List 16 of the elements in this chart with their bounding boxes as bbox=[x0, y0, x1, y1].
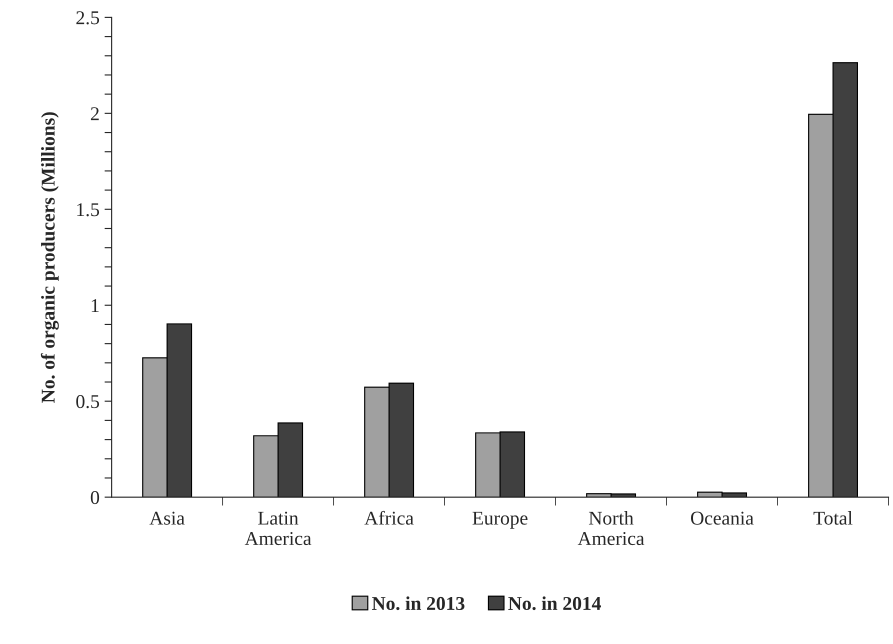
x-tick-label: Total bbox=[814, 511, 852, 525]
y-tick-label: 0 bbox=[90, 490, 100, 504]
legend-label: No. in 2013 bbox=[372, 596, 464, 610]
y-tick-label: 1 bbox=[92, 299, 99, 312]
y-tick-label: 2.5 bbox=[76, 11, 100, 24]
y-tick-label: 1.5 bbox=[77, 203, 100, 216]
legend-label: No. in 2014 bbox=[508, 596, 601, 610]
x-tick-label: Africa bbox=[364, 510, 414, 525]
x-tick-label: North America bbox=[578, 511, 644, 546]
y-tick-label: 2 bbox=[90, 107, 99, 120]
x-tick-label: Asia bbox=[149, 512, 185, 525]
x-tick-label: Oceania bbox=[691, 512, 754, 525]
x-tick-label: Latin America bbox=[244, 512, 312, 546]
y-tick-label: 0.5 bbox=[76, 395, 100, 408]
x-tick-label: Europe bbox=[472, 512, 528, 529]
y-axis-title: No. of organic producers (Millions) bbox=[40, 112, 59, 403]
